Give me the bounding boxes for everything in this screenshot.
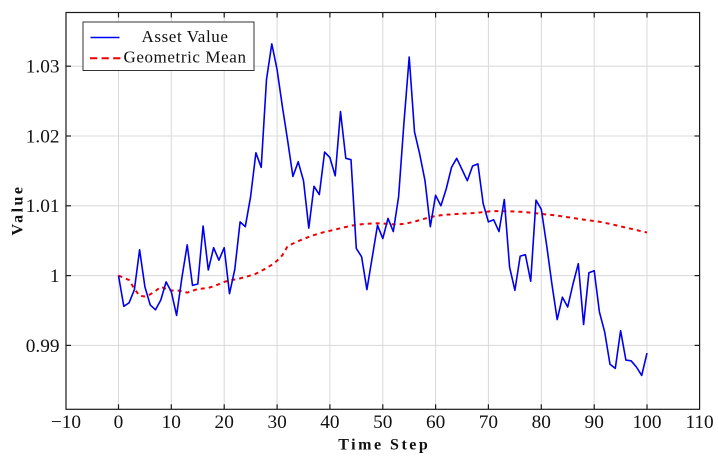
svg-text:30: 30 xyxy=(267,412,286,433)
svg-text:40: 40 xyxy=(320,412,339,433)
svg-text:1: 1 xyxy=(50,266,60,287)
svg-text:Geometric Mean: Geometric Mean xyxy=(123,48,246,67)
svg-text:1.02: 1.02 xyxy=(26,126,60,147)
svg-text:1.01: 1.01 xyxy=(26,196,60,217)
svg-text:0: 0 xyxy=(114,412,124,433)
svg-text:110: 110 xyxy=(685,412,713,433)
svg-text:80: 80 xyxy=(532,412,551,433)
svg-text:50: 50 xyxy=(373,412,392,433)
svg-text:1.03: 1.03 xyxy=(26,57,60,78)
svg-text:100: 100 xyxy=(633,412,662,433)
svg-text:−10: −10 xyxy=(51,412,81,433)
svg-text:90: 90 xyxy=(585,412,604,433)
svg-text:Time Step: Time Step xyxy=(338,437,430,454)
svg-text:70: 70 xyxy=(479,412,498,433)
svg-text:0.99: 0.99 xyxy=(26,336,60,357)
svg-text:Value: Value xyxy=(10,184,27,235)
svg-text:20: 20 xyxy=(215,412,234,433)
svg-text:10: 10 xyxy=(162,412,181,433)
svg-text:Asset Value: Asset Value xyxy=(141,27,228,46)
svg-text:60: 60 xyxy=(426,412,445,433)
